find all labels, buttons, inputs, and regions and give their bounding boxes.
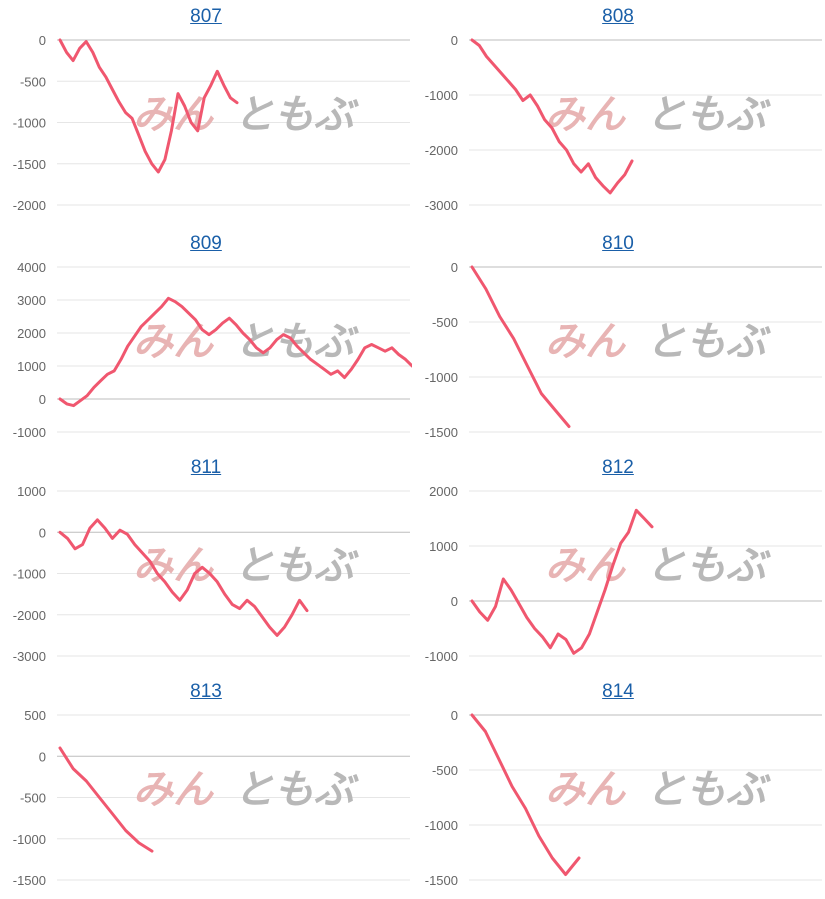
y-tick-label: -1500 bbox=[13, 157, 46, 172]
series-line bbox=[470, 713, 581, 876]
watermark-logo: みん ともぶ bbox=[545, 319, 771, 365]
svg-text:みん: みん bbox=[545, 543, 627, 589]
y-tick-label: 0 bbox=[451, 708, 458, 723]
y-tick-label: -3000 bbox=[13, 649, 46, 664]
line-chart: 2000 1000 0 -1000 みん ともぶ bbox=[425, 484, 822, 664]
y-tick-label: 0 bbox=[39, 392, 46, 407]
svg-text:ともぶ: ともぶ bbox=[234, 543, 359, 589]
chart-title-link[interactable]: 811 bbox=[190, 457, 222, 478]
y-tick-label: 500 bbox=[24, 708, 46, 723]
chart-title-link[interactable]: 809 bbox=[190, 233, 222, 254]
line-chart: 4000 3000 2000 1000 0 -1000 みん ともぶ bbox=[13, 260, 412, 440]
svg-text:みん: みん bbox=[133, 319, 215, 365]
chart-title-link[interactable]: 808 bbox=[602, 6, 634, 27]
line-chart: 0 -500 -1000 -1500 -2000 みん ともぶ bbox=[13, 33, 410, 213]
y-tick-label: -1000 bbox=[425, 370, 458, 385]
chart-title-link[interactable]: 812 bbox=[602, 457, 634, 478]
svg-text:ともぶ: ともぶ bbox=[646, 92, 771, 138]
chart-title-link[interactable]: 810 bbox=[602, 233, 634, 254]
y-tick-label: -2000 bbox=[425, 143, 458, 158]
y-tick-label: -2000 bbox=[13, 198, 46, 213]
chart-panel-812: 812 2000 1000 0 -1000 みん ともぶ bbox=[412, 451, 824, 675]
line-chart: 0 -500 -1000 -1500 みん ともぶ bbox=[425, 708, 822, 888]
y-tick-label: -500 bbox=[20, 74, 46, 89]
series-line bbox=[58, 518, 309, 637]
y-tick-label: -1000 bbox=[425, 88, 458, 103]
y-tick-label: 3000 bbox=[17, 293, 46, 308]
y-tick-label: -1500 bbox=[425, 425, 458, 440]
y-tick-label: -1000 bbox=[425, 649, 458, 664]
watermark-logo: みん ともぶ bbox=[133, 767, 359, 813]
watermark-logo: みん ともぶ bbox=[545, 92, 771, 138]
chart-panel-807: 807 0 -500 -1000 -1500 -2000 みん ともぶ bbox=[0, 0, 412, 224]
series-line bbox=[58, 38, 239, 174]
chart-panel-808: 808 0 -1000 -2000 -3000 みん ともぶ bbox=[412, 0, 824, 224]
y-tick-label: 0 bbox=[39, 749, 46, 764]
series-line bbox=[58, 296, 412, 408]
y-tick-label: -500 bbox=[432, 315, 458, 330]
y-tick-label: 0 bbox=[451, 260, 458, 275]
svg-text:みん: みん bbox=[133, 767, 215, 813]
chart-panel-810: 810 0 -500 -1000 -1500 みん ともぶ bbox=[412, 227, 824, 451]
svg-text:みん: みん bbox=[545, 767, 627, 813]
svg-text:ともぶ: ともぶ bbox=[234, 767, 359, 813]
line-chart: 1000 0 -1000 -2000 -3000 みん ともぶ bbox=[13, 484, 410, 664]
y-tick-label: -2000 bbox=[13, 608, 46, 623]
series-line bbox=[470, 38, 634, 195]
chart-title-link[interactable]: 814 bbox=[602, 681, 634, 702]
watermark-logo: みん ともぶ bbox=[133, 92, 359, 138]
svg-text:ともぶ: ともぶ bbox=[646, 319, 771, 365]
y-tick-label: 1000 bbox=[429, 539, 458, 554]
chart-title-link[interactable]: 807 bbox=[190, 6, 222, 27]
y-tick-label: 0 bbox=[451, 33, 458, 48]
watermark-logo: みん ともぶ bbox=[545, 767, 771, 813]
y-tick-label: 0 bbox=[451, 594, 458, 609]
chart-panel-813: 813 500 0 -500 -1000 -1500 みん ともぶ bbox=[0, 675, 412, 899]
y-tick-label: -1000 bbox=[13, 832, 46, 847]
y-tick-label: -500 bbox=[20, 791, 46, 806]
line-chart: 500 0 -500 -1000 -1500 みん ともぶ bbox=[13, 708, 410, 888]
y-tick-label: -1500 bbox=[425, 873, 458, 888]
series-line bbox=[470, 265, 571, 428]
y-tick-label: -1000 bbox=[425, 818, 458, 833]
series-line bbox=[58, 746, 154, 853]
watermark-logo: みん ともぶ bbox=[545, 543, 771, 589]
svg-text:みん: みん bbox=[133, 543, 215, 589]
y-tick-label: 0 bbox=[39, 525, 46, 540]
y-tick-label: 1000 bbox=[17, 484, 46, 499]
chart-panel-811: 811 1000 0 -1000 -2000 -3000 みん ともぶ bbox=[0, 451, 412, 675]
y-tick-label: 1000 bbox=[17, 359, 46, 374]
y-tick-label: -3000 bbox=[425, 198, 458, 213]
line-chart: 0 -500 -1000 -1500 みん ともぶ bbox=[425, 260, 822, 440]
svg-text:みん: みん bbox=[545, 92, 627, 138]
svg-text:ともぶ: ともぶ bbox=[646, 767, 771, 813]
y-tick-label: -1000 bbox=[13, 567, 46, 582]
y-tick-label: 0 bbox=[39, 33, 46, 48]
series-line bbox=[470, 508, 654, 655]
y-tick-label: 2000 bbox=[429, 484, 458, 499]
chart-panel-809: 809 4000 3000 2000 1000 0 -1000 みん ともぶ bbox=[0, 227, 412, 451]
watermark-logo: みん ともぶ bbox=[133, 543, 359, 589]
svg-text:ともぶ: ともぶ bbox=[646, 543, 771, 589]
svg-text:ともぶ: ともぶ bbox=[234, 319, 359, 365]
svg-text:ともぶ: ともぶ bbox=[234, 92, 359, 138]
y-tick-label: -1500 bbox=[13, 873, 46, 888]
y-tick-label: 2000 bbox=[17, 326, 46, 341]
y-tick-label: -1000 bbox=[13, 116, 46, 131]
svg-text:みん: みん bbox=[545, 319, 627, 365]
chart-panel-814: 814 0 -500 -1000 -1500 みん ともぶ bbox=[412, 675, 824, 899]
y-tick-label: -1000 bbox=[13, 425, 46, 440]
y-tick-label: -500 bbox=[432, 763, 458, 778]
chart-title-link[interactable]: 813 bbox=[190, 681, 222, 702]
y-tick-label: 4000 bbox=[17, 260, 46, 275]
watermark-logo: みん ともぶ bbox=[133, 319, 359, 365]
line-chart: 0 -1000 -2000 -3000 みん ともぶ bbox=[425, 33, 822, 213]
